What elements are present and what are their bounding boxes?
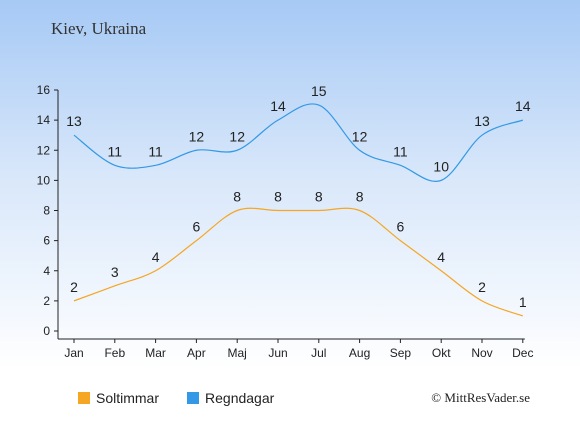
y-tick-label: 12: [37, 143, 51, 157]
data-label-soltimmar: 2: [478, 279, 486, 295]
legend-swatch-soltimmar: [78, 392, 90, 404]
y-tick-label: 2: [43, 294, 50, 308]
data-label-regndagar: 15: [311, 83, 327, 99]
x-tick-label: Dec: [512, 346, 533, 360]
data-label-soltimmar: 8: [315, 189, 323, 205]
legend: Soltimmar Regndagar: [78, 390, 302, 406]
x-tick-label: Feb: [104, 346, 125, 360]
series-line-regndagar: [73, 103, 524, 182]
chart-title: Kiev, Ukraina: [51, 19, 147, 38]
x-tick-label: Apr: [187, 346, 206, 360]
data-label-soltimmar: 8: [274, 189, 282, 205]
x-tick-label: Sep: [390, 346, 412, 360]
data-label-regndagar: 10: [433, 158, 449, 174]
legend-swatch-regndagar: [187, 392, 200, 404]
data-label-soltimmar: 6: [397, 219, 405, 235]
x-tick-label: Jun: [268, 346, 287, 360]
x-tick-label: Aug: [349, 346, 370, 360]
y-tick-label: 4: [43, 264, 50, 278]
data-label-soltimmar: 4: [437, 249, 445, 265]
legend-label-regndagar: Regndagar: [205, 390, 275, 406]
x-tick-label: Okt: [432, 346, 451, 360]
x-tick-label: Mar: [145, 346, 166, 360]
data-label-regndagar: 14: [270, 98, 286, 114]
data-label-regndagar: 13: [66, 113, 82, 129]
y-tick-label: 8: [43, 204, 50, 218]
data-label-regndagar: 11: [393, 143, 408, 159]
data-label-soltimmar: 4: [152, 249, 160, 265]
data-label-soltimmar: 2: [70, 279, 78, 295]
data-label-regndagar: 13: [474, 113, 490, 129]
x-tick-label: Jan: [64, 346, 83, 360]
data-label-soltimmar: 3: [111, 264, 119, 280]
series-line-soltimmar: [73, 207, 524, 317]
data-label-regndagar: 12: [352, 128, 368, 144]
legend-item-soltimmar: Soltimmar: [78, 390, 159, 406]
x-tick-label: Nov: [471, 346, 492, 360]
y-tick-label: 14: [37, 113, 51, 127]
data-label-soltimmar: 1: [519, 294, 527, 310]
x-tick-label: Jul: [311, 346, 326, 360]
x-tick-label: Maj: [228, 346, 247, 360]
y-tick-label: 10: [37, 173, 51, 187]
data-labels: 2 3 4 6 8 8 8 8 6 4 2 1 13 11 11 12 12 14 15 12 11 10 13 14: [66, 83, 531, 310]
y-tick-label: 6: [43, 234, 50, 248]
data-label-regndagar: 12: [229, 128, 245, 144]
legend-label-soltimmar: Soltimmar: [96, 390, 160, 406]
series-layer: [73, 103, 524, 317]
data-label-regndagar: 14: [515, 98, 531, 114]
credit-text: © MittResVader.se: [431, 390, 530, 405]
data-label-regndagar: 11: [148, 143, 163, 159]
y-tick-label: 0: [43, 324, 50, 338]
data-label-regndagar: 12: [189, 128, 205, 144]
data-label-soltimmar: 6: [193, 219, 201, 235]
y-tick-label: 16: [37, 83, 51, 97]
data-label-regndagar: 11: [108, 143, 123, 159]
data-label-soltimmar: 8: [356, 189, 364, 205]
data-label-soltimmar: 8: [233, 189, 241, 205]
legend-item-regndagar: Regndagar: [187, 390, 274, 406]
